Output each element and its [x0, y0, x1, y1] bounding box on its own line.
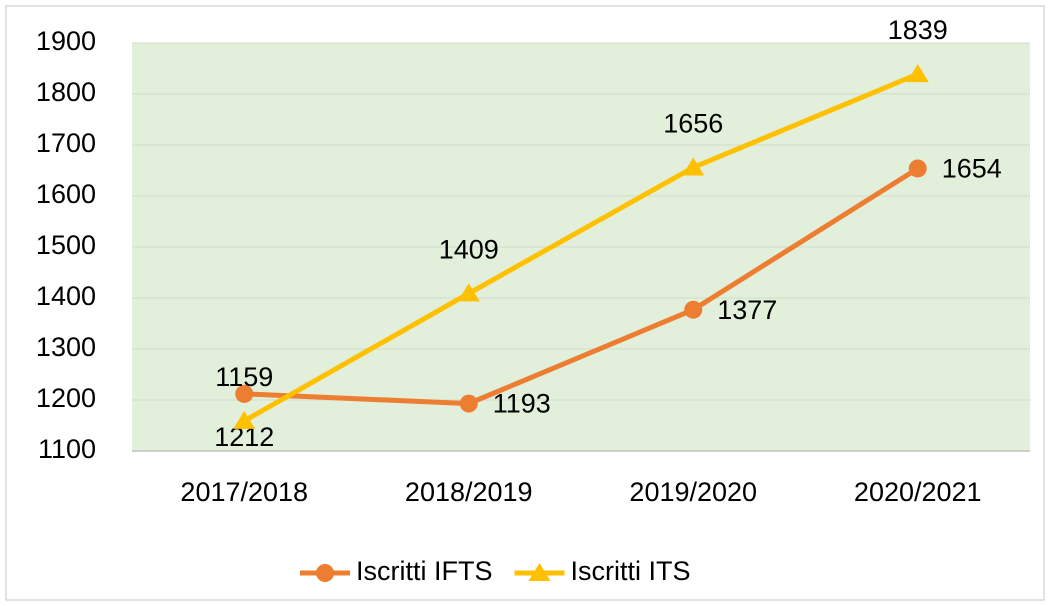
- legend-marker: [316, 564, 334, 582]
- data-label: 1654: [942, 154, 1002, 184]
- y-tick-label: 1200: [36, 383, 96, 413]
- data-point: [235, 384, 254, 403]
- data-point: [682, 157, 705, 176]
- data-label: 1409: [439, 235, 499, 265]
- data-label: 1656: [663, 109, 723, 139]
- y-tick-label: 1800: [36, 77, 96, 107]
- y-tick-label: 1300: [36, 332, 96, 362]
- series-line: [243, 71, 919, 424]
- x-tick-label: 2020/2021: [854, 477, 982, 507]
- data-point: [457, 283, 480, 302]
- data-point: [233, 410, 256, 429]
- y-tick-label: 1900: [36, 26, 96, 56]
- legend-marker: [528, 563, 551, 581]
- data-label: 1159: [215, 362, 273, 392]
- x-tick-label: 2017/2018: [180, 477, 308, 507]
- data-point: [459, 394, 478, 413]
- x-tick-label: 2019/2020: [629, 477, 757, 507]
- y-tick-label: 1700: [36, 128, 96, 158]
- data-point: [908, 159, 927, 178]
- data-label: 1839: [888, 15, 948, 45]
- x-tick-label: 2018/2019: [405, 477, 533, 507]
- y-tick-label: 1500: [36, 230, 96, 260]
- y-tick-label: 1400: [36, 281, 96, 311]
- legend-label: Iscritti IFTS: [356, 556, 493, 586]
- y-tick-label: 1100: [38, 434, 96, 464]
- data-point: [906, 64, 929, 83]
- data-label: 1377: [717, 295, 777, 325]
- y-tick-label: 1600: [36, 179, 96, 209]
- series-line: [244, 166, 920, 407]
- data-label: 1193: [493, 389, 551, 419]
- legend-label: Iscritti ITS: [571, 556, 691, 586]
- data-point: [684, 300, 703, 319]
